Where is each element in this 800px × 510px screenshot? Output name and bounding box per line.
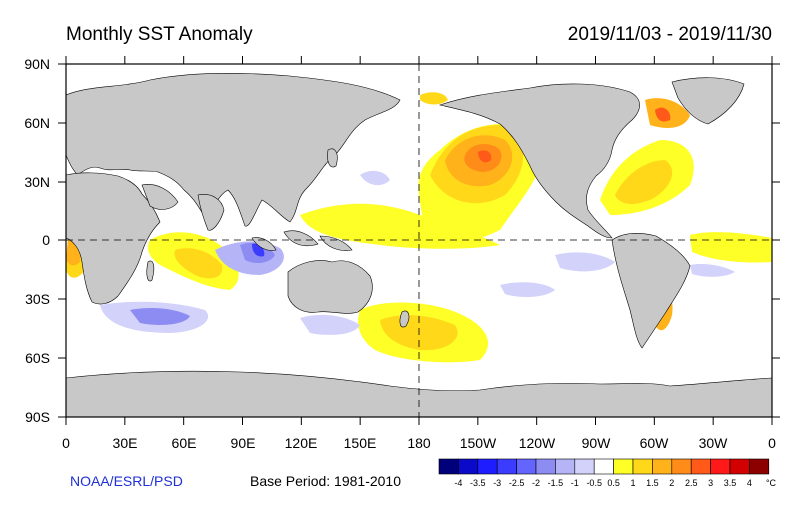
lon-label: 150W (460, 435, 497, 451)
lon-label: 60E (172, 435, 197, 451)
map-title: Monthly SST Anomaly (66, 24, 253, 45)
lon-label: 120W (519, 435, 556, 451)
greenland-land (671, 77, 745, 125)
lat-label: 60S (25, 350, 50, 366)
credit-text: NOAA/ESRL/PSD (70, 473, 183, 489)
australia-land (287, 260, 373, 314)
land-masses (66, 73, 772, 417)
lon-label: 120E (285, 435, 318, 451)
africa-land (66, 172, 161, 305)
lat-label: 90N (24, 56, 50, 72)
lon-label: 0 (768, 435, 776, 451)
south-america-land (611, 233, 691, 349)
lon-axis: 0 30E 60E 90E 120E 150E 180 150W 120W 90… (62, 435, 776, 451)
lon-label: 180 (407, 435, 431, 451)
lon-label: 90E (231, 435, 256, 451)
lon-label: 30E (113, 435, 138, 451)
base-period-text: Base Period: 1981-2010 (250, 473, 401, 489)
eurasia-land (66, 73, 401, 227)
lat-label: 0 (42, 232, 50, 248)
lon-label: 60W (640, 435, 670, 451)
date-range: 2019/11/03 - 2019/11/30 (567, 24, 772, 45)
lat-axis: 90N 60N 30N 0 30S 60S 90S (24, 56, 50, 425)
axis-ticks (58, 56, 780, 425)
lat-label: 30S (25, 291, 50, 307)
lat-label: 30N (24, 174, 50, 190)
lon-label: 30W (699, 435, 729, 451)
north-america-land (438, 83, 640, 239)
lon-label: 90W (582, 435, 612, 451)
lon-label: 0 (62, 435, 70, 451)
lat-label: 90S (25, 409, 50, 425)
lat-label: 60N (24, 115, 50, 131)
lon-label: 150E (344, 435, 377, 451)
